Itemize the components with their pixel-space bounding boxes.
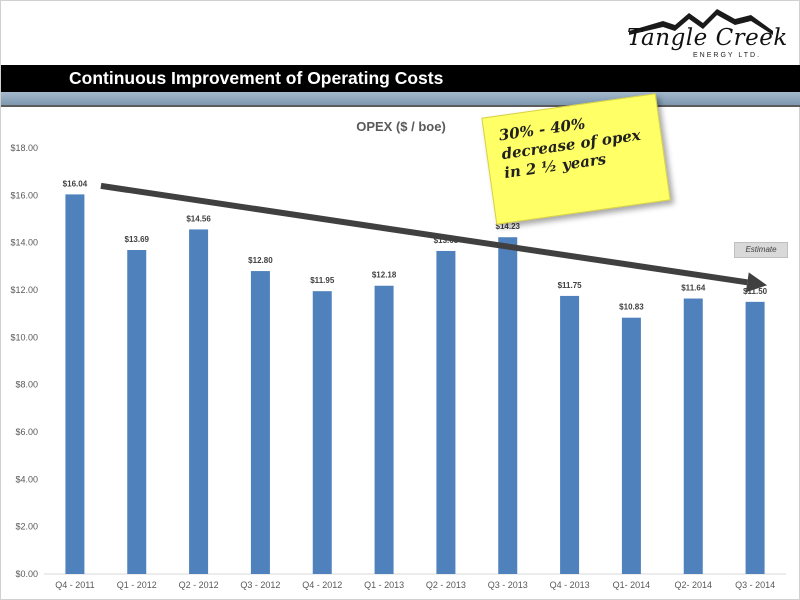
data-label: $13.69 (125, 235, 150, 244)
data-label: $11.50 (743, 287, 768, 296)
data-label: $14.23 (496, 222, 521, 231)
y-tick-label: $18.00 (10, 143, 38, 153)
bar (250, 271, 270, 574)
logo-name: Tangle Creek (627, 25, 788, 51)
y-tick-label: $12.00 (10, 285, 38, 295)
bar (189, 229, 209, 574)
bar (127, 250, 147, 574)
bar (436, 250, 456, 574)
x-tick-label: Q3 - 2014 (735, 580, 775, 590)
y-tick-label: $14.00 (10, 238, 38, 248)
bar (560, 295, 580, 574)
data-labels: $16.04 $13.69 $14.56 $12.80 $11.95 $12.18 $13.… (63, 179, 768, 311)
accent-bar (1, 92, 800, 105)
x-tick-label: Q3 - 2012 (240, 580, 280, 590)
data-label: $16.04 (63, 179, 88, 188)
opex-bar-chart: OPEX ($ / boe) $0.00 $2.00 $4.00 $6.00 $8.00… (10, 119, 786, 590)
bar (621, 317, 641, 574)
mountain-logo-icon (629, 9, 773, 35)
x-tick-label: Q2 - 2012 (179, 580, 219, 590)
logo-tagline: ENERGY LTD. (693, 52, 762, 59)
data-label: $11.95 (310, 276, 335, 285)
trend-arrow (100, 182, 768, 293)
bar (374, 285, 394, 574)
data-label: $13.65 (434, 236, 459, 245)
y-tick-label: $8.00 (15, 380, 38, 390)
accent-line (1, 105, 800, 107)
x-tick-label: Q2 - 2013 (426, 580, 466, 590)
bar (65, 194, 85, 574)
y-axis: $0.00 $2.00 $4.00 $6.00 $8.00 $10.00 $12.00 $14… (10, 143, 38, 579)
estimate-box: Estimate (734, 242, 788, 258)
data-label: $11.64 (681, 284, 706, 293)
slide-title: Continuous Improvement of Operating Cost… (69, 68, 444, 88)
trend-arrow-head (745, 272, 768, 293)
trend-arrow-shaft (100, 182, 748, 286)
x-tick-label: Q4 - 2011 (55, 580, 94, 590)
x-tick-label: Q2- 2014 (674, 580, 712, 590)
data-label: $12.18 (372, 271, 397, 280)
y-tick-label: $16.00 (10, 190, 38, 200)
estimate-label: Estimate (745, 245, 777, 254)
data-label: $11.75 (558, 281, 583, 290)
chart-title: OPEX ($ / boe) (356, 119, 446, 134)
x-axis: Q4 - 2011 Q1 - 2012 Q2 - 2012 Q3 - 2012 Q4 -… (44, 573, 786, 590)
bar (745, 301, 765, 574)
title-bar: Continuous Improvement of Operating Cost… (1, 65, 800, 92)
y-tick-label: $2.00 (15, 522, 38, 532)
data-label: $14.56 (186, 214, 211, 223)
y-tick-label: $10.00 (10, 332, 38, 342)
y-tick-label: $0.00 (15, 569, 38, 579)
x-tick-label: Q1 - 2012 (117, 580, 157, 590)
x-tick-label: Q4 - 2012 (302, 580, 342, 590)
bars (65, 194, 765, 574)
x-tick-label: Q1 - 2013 (364, 580, 404, 590)
bar (683, 298, 703, 574)
data-label: $12.80 (248, 256, 273, 265)
x-tick-label: Q4 - 2013 (550, 580, 590, 590)
bar (312, 291, 332, 574)
bar (498, 237, 518, 574)
y-tick-label: $6.00 (15, 427, 38, 437)
x-tick-label: Q1- 2014 (613, 580, 651, 590)
sticky-note-text: 30% - 40% decrease of opex in 2 ½ years (497, 114, 642, 183)
y-tick-label: $4.00 (15, 474, 38, 484)
x-tick-label: Q3 - 2013 (488, 580, 528, 590)
company-logo: Tangle Creek ENERGY LTD. (623, 5, 788, 63)
data-label: $10.83 (619, 303, 644, 312)
